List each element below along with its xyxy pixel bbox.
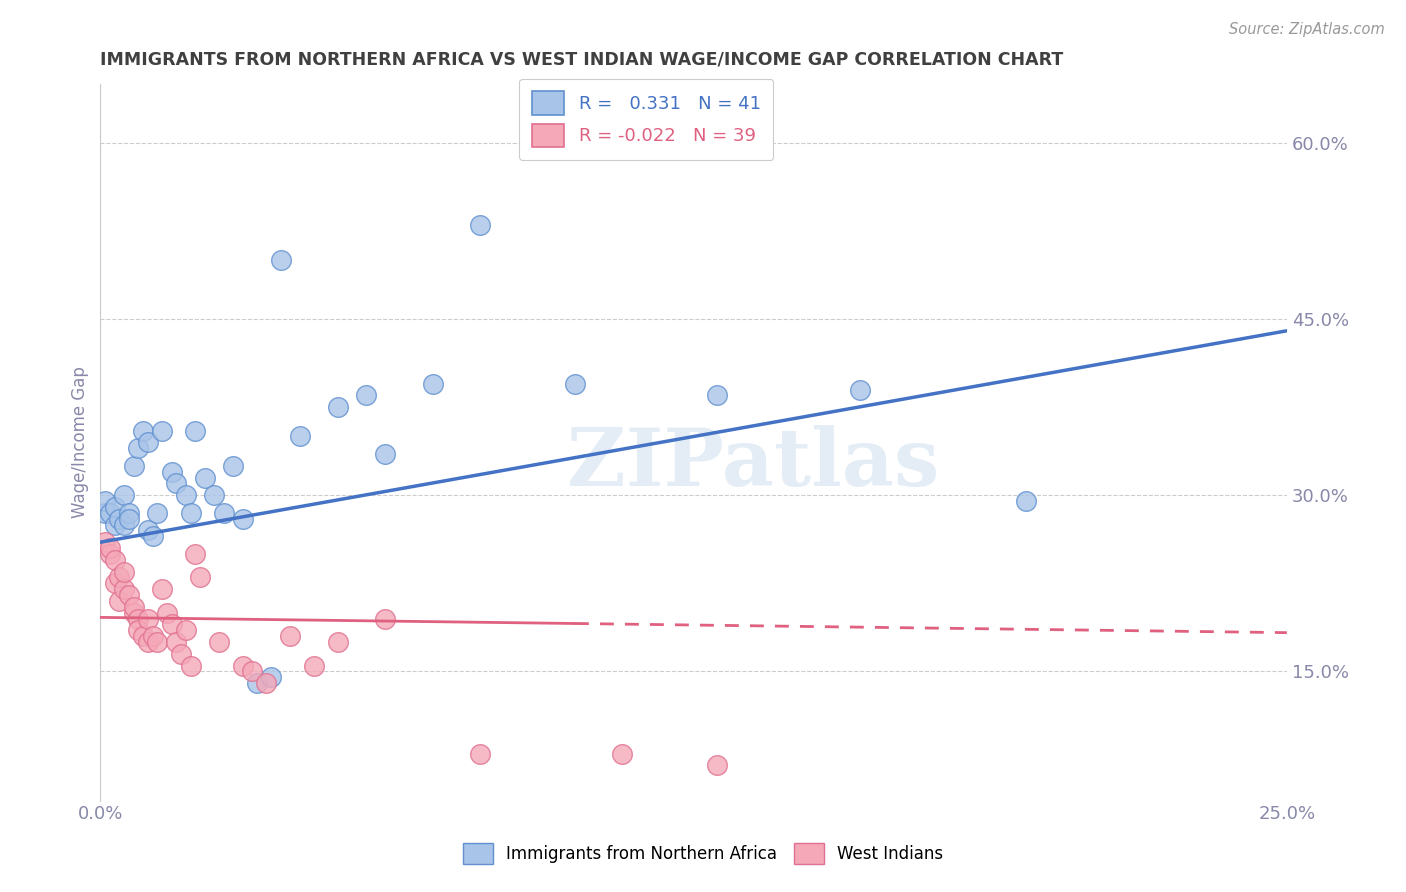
Point: [108, 594, 131, 608]
Point: [127, 624, 149, 638]
Point: [127, 442, 149, 456]
Point: [112, 517, 135, 532]
Point: [222, 458, 245, 473]
Point: [174, 624, 197, 638]
Point: [232, 512, 254, 526]
Point: [94, 494, 117, 508]
Point: [136, 524, 159, 538]
Point: [112, 565, 135, 579]
Point: [118, 512, 141, 526]
Point: [103, 553, 125, 567]
Point: [170, 647, 193, 661]
Point: [127, 611, 149, 625]
Point: [422, 376, 444, 391]
Point: [132, 629, 155, 643]
Point: [374, 447, 396, 461]
Point: [132, 424, 155, 438]
Point: [150, 582, 173, 597]
Text: Source: ZipAtlas.com: Source: ZipAtlas.com: [1229, 22, 1385, 37]
Point: [326, 635, 349, 649]
Point: [136, 635, 159, 649]
Point: [232, 658, 254, 673]
Point: [270, 253, 292, 268]
Point: [142, 529, 165, 543]
Point: [146, 506, 169, 520]
Point: [146, 635, 169, 649]
Point: [112, 488, 135, 502]
Point: [468, 218, 491, 232]
Point: [94, 535, 117, 549]
Point: [112, 582, 135, 597]
Text: IMMIGRANTS FROM NORTHERN AFRICA VS WEST INDIAN WAGE/INCOME GAP CORRELATION CHART: IMMIGRANTS FROM NORTHERN AFRICA VS WEST …: [100, 51, 1063, 69]
Legend: Immigrants from Northern Africa, West Indians: Immigrants from Northern Africa, West In…: [456, 837, 950, 871]
Point: [706, 388, 728, 402]
Point: [706, 758, 728, 772]
Point: [354, 388, 377, 402]
Point: [184, 424, 207, 438]
Point: [98, 506, 121, 520]
Point: [122, 599, 145, 614]
Point: [188, 570, 211, 584]
Point: [246, 676, 269, 690]
Point: [468, 747, 491, 761]
Point: [174, 488, 197, 502]
Point: [142, 629, 165, 643]
Point: [122, 606, 145, 620]
Point: [564, 376, 586, 391]
Point: [184, 547, 207, 561]
Point: [1015, 494, 1038, 508]
Point: [98, 541, 121, 555]
Point: [848, 383, 870, 397]
Point: [156, 606, 179, 620]
Point: [202, 488, 225, 502]
Point: [108, 512, 131, 526]
Point: [256, 676, 278, 690]
Point: [165, 476, 187, 491]
Point: [240, 665, 263, 679]
Point: [108, 570, 131, 584]
Point: [118, 588, 141, 602]
Point: [302, 658, 325, 673]
Text: ZIPatlas: ZIPatlas: [567, 425, 939, 503]
Point: [136, 611, 159, 625]
Point: [208, 635, 231, 649]
Point: [103, 500, 125, 514]
Point: [260, 670, 283, 684]
Point: [98, 547, 121, 561]
Point: [160, 465, 183, 479]
Point: [103, 517, 125, 532]
Point: [326, 400, 349, 414]
Point: [180, 506, 202, 520]
Point: [288, 429, 311, 443]
Y-axis label: Wage/Income Gap: Wage/Income Gap: [72, 367, 89, 518]
Point: [165, 635, 187, 649]
Point: [136, 435, 159, 450]
Point: [160, 617, 183, 632]
Point: [212, 506, 235, 520]
Point: [374, 611, 396, 625]
Point: [194, 470, 217, 484]
Legend: R =   0.331   N = 41, R = -0.022   N = 39: R = 0.331 N = 41, R = -0.022 N = 39: [519, 78, 773, 160]
Point: [103, 576, 125, 591]
Point: [118, 506, 141, 520]
Point: [150, 424, 173, 438]
Point: [278, 629, 301, 643]
Point: [180, 658, 202, 673]
Point: [94, 506, 117, 520]
Point: [122, 458, 145, 473]
Point: [612, 747, 634, 761]
